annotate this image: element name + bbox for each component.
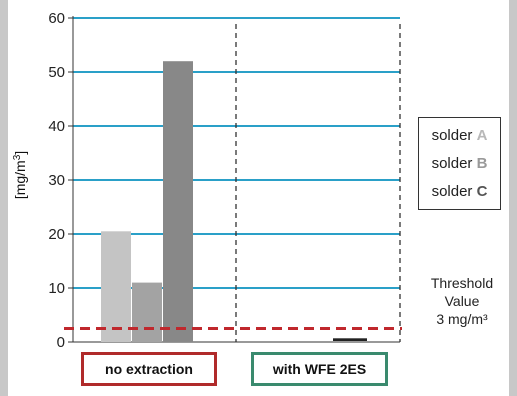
legend-item-solder-c: solder C	[431, 182, 488, 200]
bar-with-wfe-solder-c	[333, 338, 367, 341]
group-label-no-extraction: no extraction	[81, 352, 217, 386]
legend-letter-c: C	[476, 182, 488, 200]
legend-item-solder-a: solder A	[431, 127, 488, 145]
threshold-label: Threshold Value 3 mg/m³	[407, 274, 517, 328]
threshold-label-line2: Value	[444, 293, 480, 309]
y-tick-label: 20	[48, 226, 65, 243]
y-axis-label: [mg/m3]	[12, 151, 29, 199]
chart-legend: solder A solder B solder C	[418, 117, 501, 210]
bar-no-extraction-solder-b	[132, 282, 162, 342]
y-tick-label: 40	[48, 118, 65, 135]
legend-item-solder-b: solder B	[431, 154, 488, 172]
threshold-label-line3: 3 mg/m³	[436, 311, 488, 327]
right-strip	[509, 0, 517, 396]
group-label-with-wfe-2es: with WFE 2ES	[251, 352, 388, 386]
left-strip	[0, 0, 8, 396]
bar-no-extraction-solder-c	[163, 61, 193, 342]
legend-letter-a: A	[476, 127, 488, 145]
bar-no-extraction-solder-a	[101, 231, 131, 342]
y-tick-label: 30	[48, 172, 65, 189]
y-tick-label: 50	[48, 64, 65, 81]
legend-letter-b: B	[476, 154, 488, 172]
y-tick-label: 60	[48, 10, 65, 27]
y-tick-label: 0	[57, 334, 65, 351]
threshold-label-line1: Threshold	[430, 275, 494, 291]
y-tick-label: 10	[48, 280, 65, 297]
